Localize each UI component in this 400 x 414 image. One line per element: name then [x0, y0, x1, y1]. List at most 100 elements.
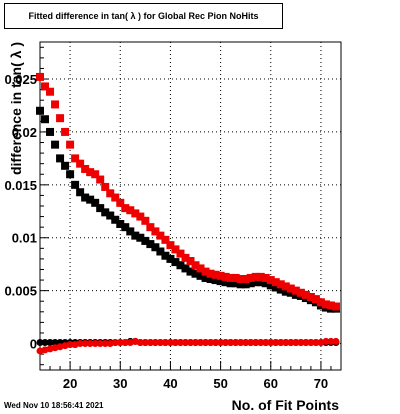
data-point: [101, 208, 110, 217]
data-point: [306, 292, 315, 301]
data-point: [66, 341, 74, 349]
data-point: [46, 127, 55, 136]
data-point: [91, 340, 99, 348]
data-point: [266, 276, 275, 285]
data-point: [171, 258, 180, 267]
y-tick-label: 0.02: [12, 125, 37, 140]
timestamp: Wed Nov 10 18:56:41 2021: [4, 401, 104, 410]
data-point: [261, 273, 270, 282]
x-tick-label: 30: [113, 376, 127, 391]
y-tick-label: 0.01: [12, 231, 37, 246]
data-point: [186, 257, 195, 266]
data-point: [111, 215, 120, 224]
data-point: [141, 236, 150, 245]
data-point: [261, 279, 270, 288]
data-point: [286, 288, 295, 297]
x-tick-label: 40: [163, 376, 177, 391]
data-point: [221, 278, 230, 287]
data-point: [332, 337, 340, 345]
data-point: [292, 338, 300, 346]
x-tick-label: 20: [63, 376, 77, 391]
data-point: [36, 72, 44, 81]
data-point: [36, 106, 44, 115]
data-point: [216, 271, 225, 280]
data-point: [76, 188, 85, 197]
data-point: [181, 264, 190, 273]
data-point: [256, 272, 265, 281]
data-point: [146, 240, 155, 249]
y-tick-label: 0.025: [4, 72, 37, 87]
data-point: [121, 338, 129, 346]
data-point: [221, 272, 230, 281]
data-point: [327, 337, 335, 345]
data-point: [191, 261, 200, 270]
data-point: [176, 249, 185, 258]
data-point: [276, 280, 285, 289]
data-point: [242, 338, 250, 346]
grid-layer: [40, 42, 341, 370]
data-point: [202, 338, 210, 346]
data-point: [151, 227, 160, 236]
data-point: [176, 338, 184, 346]
data-point: [251, 272, 260, 281]
data-point: [237, 338, 245, 346]
data-point: [271, 278, 280, 287]
data-point: [116, 198, 125, 207]
data-point: [91, 170, 100, 179]
data-point: [236, 275, 245, 284]
data-point: [51, 100, 60, 109]
data-point: [121, 204, 130, 213]
data-point: [257, 338, 265, 346]
data-point: [131, 231, 140, 240]
data-point: [247, 338, 255, 346]
data-point: [222, 338, 230, 346]
data-point: [281, 287, 290, 296]
data-point: [136, 338, 144, 346]
data-point: [231, 279, 240, 288]
data-point: [271, 283, 280, 292]
chart-title: Fitted difference in tan( λ ) for Global…: [4, 3, 283, 29]
data-point: [146, 223, 155, 232]
data-point: [226, 279, 235, 288]
data-point: [156, 247, 165, 256]
marks-layer: [36, 72, 340, 355]
data-point: [156, 231, 165, 240]
data-point: [146, 338, 154, 346]
data-point: [197, 338, 205, 346]
data-point: [201, 267, 210, 276]
data-point: [187, 338, 194, 346]
data-point: [186, 267, 195, 276]
data-point: [171, 338, 179, 346]
data-point: [321, 300, 330, 309]
data-point: [51, 338, 59, 346]
data-point: [211, 270, 220, 279]
data-point: [256, 278, 265, 287]
data-point: [291, 286, 300, 295]
data-point: [227, 338, 235, 346]
data-point: [96, 175, 105, 184]
data-point: [291, 290, 300, 299]
data-point: [161, 338, 169, 346]
data-point: [166, 241, 175, 250]
y-tick-label: 0.015: [4, 178, 37, 193]
data-point: [56, 114, 65, 123]
data-point: [111, 193, 120, 202]
data-point: [201, 273, 210, 282]
data-point: [276, 285, 285, 294]
data-point: [166, 338, 174, 346]
data-point: [116, 338, 124, 346]
data-point: [246, 273, 255, 282]
data-point: [96, 204, 105, 213]
data-point: [141, 338, 149, 346]
data-point: [212, 338, 220, 346]
data-point: [51, 140, 60, 149]
data-point: [181, 338, 189, 346]
data-point: [312, 338, 320, 346]
data-point: [46, 338, 54, 346]
data-point: [81, 164, 90, 173]
data-point: [251, 278, 260, 287]
data-point: [171, 245, 180, 254]
data-point: [151, 243, 160, 252]
x-axis-label: No. of Fit Points: [232, 397, 340, 413]
